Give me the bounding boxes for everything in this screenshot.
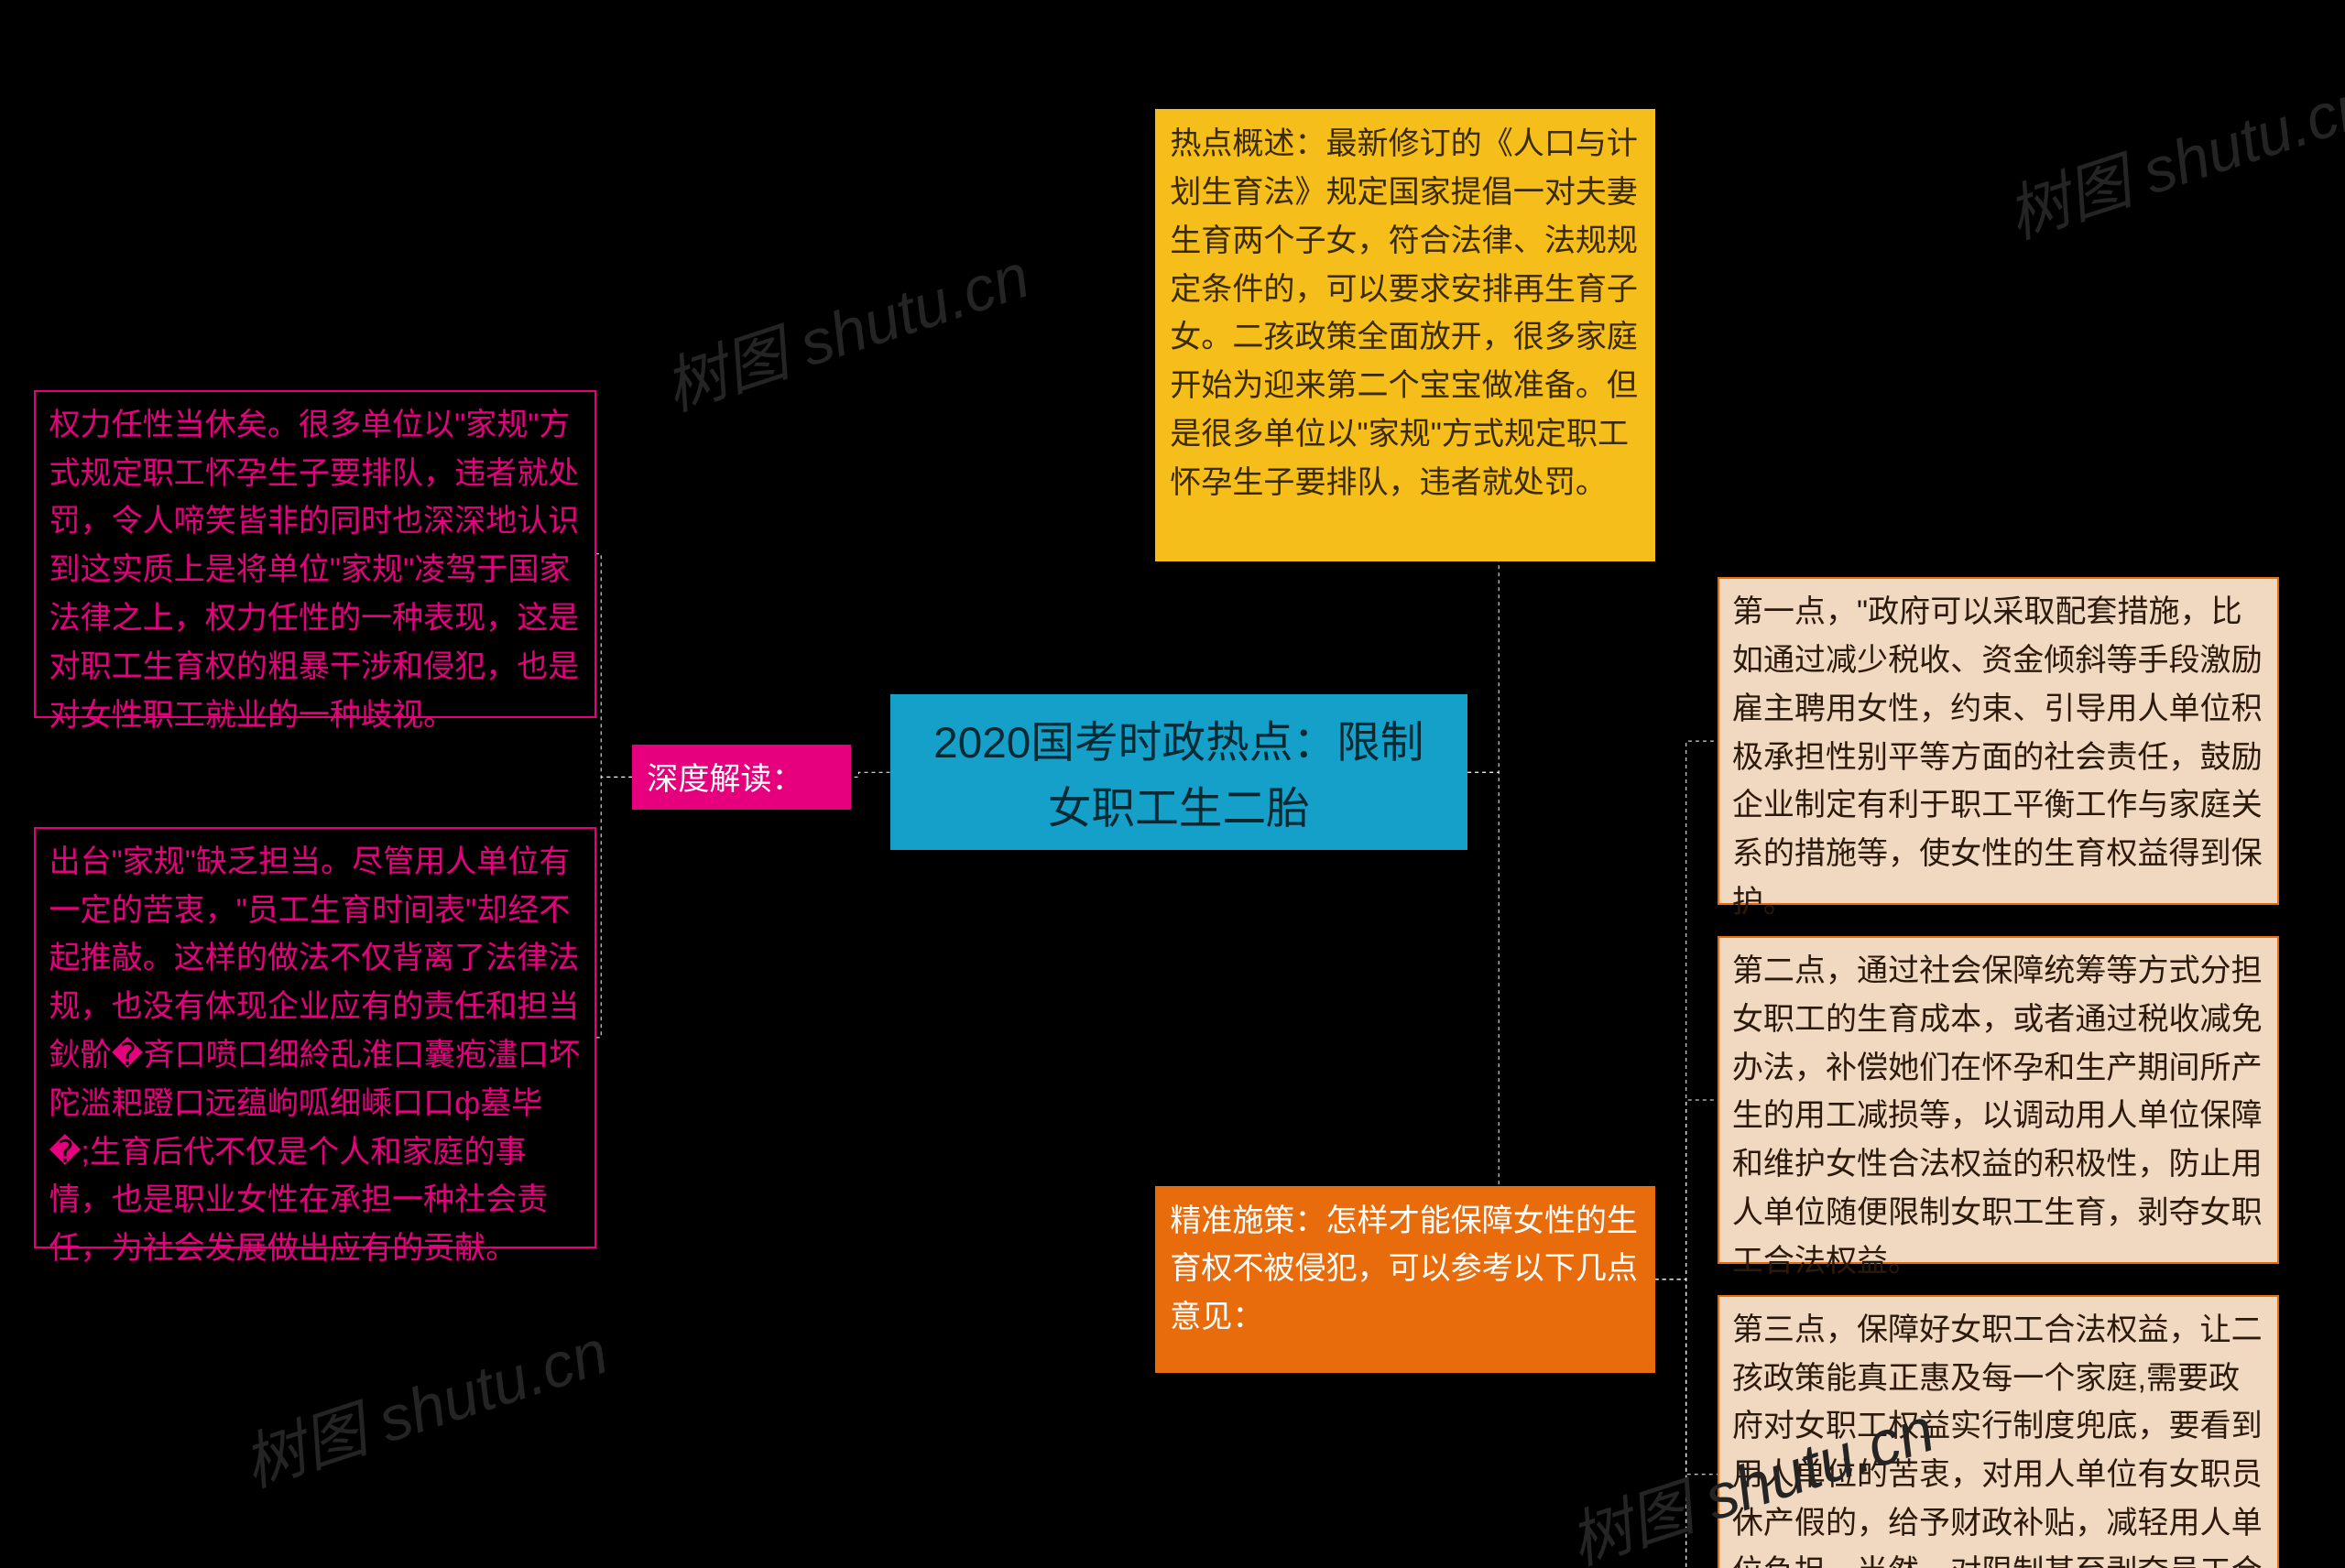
watermark: 树图 shutu.cn xyxy=(229,1301,616,1505)
node-point3: 第三点，保障好女职工合法权益，让二孩政策能真正惠及每一个家庭,需要政府对女职工权… xyxy=(1718,1295,2280,1568)
connector xyxy=(1655,1279,1718,1568)
connector xyxy=(596,554,632,778)
connector xyxy=(1655,1279,1718,1568)
connector xyxy=(1655,1279,1718,1475)
connector xyxy=(596,777,632,1037)
watermark: 树图 shutu.cn xyxy=(651,224,1039,428)
connector xyxy=(1655,741,1718,1279)
node-point2: 第二点，通过社会保障统筹等方式分担女职工的生育成本，或者通过税收减免办法，补偿她… xyxy=(1718,936,2280,1264)
watermark: 树图 shutu.cn xyxy=(1993,53,2345,256)
node-left_a: 权力任性当休矣。很多单位以"家规"方式规定职工怀孕生子要排队，违者就处罚，令人啼… xyxy=(34,390,596,718)
node-point1: 第一点，"政府可以采取配套措施，比如通过减少税收、资金倾斜等手段激励雇主聘用女性… xyxy=(1718,577,2280,905)
node-root: 2020国考时政热点：限制 女职工生二胎 xyxy=(890,694,1468,850)
connector xyxy=(1655,1100,1718,1279)
node-right_strategy: 精准施策：怎样才能保障女性的生育权不被侵犯，可以参考以下几点意见： xyxy=(1155,1186,1654,1373)
node-right_overview: 热点概述：最新修订的《人口与计划生育法》规定国家提倡一对夫妻生育两个子女，符合法… xyxy=(1155,109,1654,561)
node-left_head: 深度解读： xyxy=(632,745,851,811)
node-left_b: 出台"家规"缺乏担当。尽管用人单位有一定的苦衷，"员工生育时间表"却经不起推敲。… xyxy=(34,827,596,1248)
connector xyxy=(851,772,890,777)
